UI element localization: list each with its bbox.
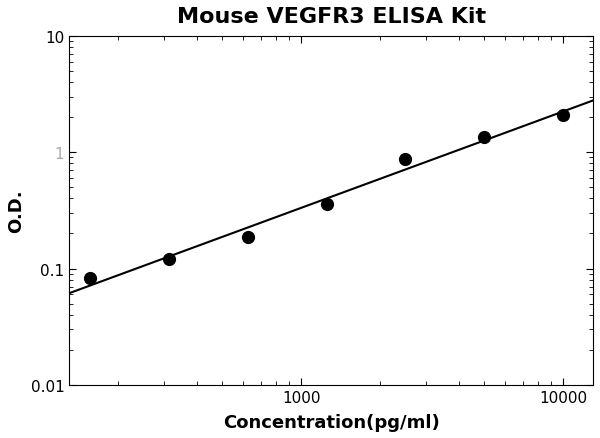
Title: Mouse VEGFR3 ELISA Kit: Mouse VEGFR3 ELISA Kit [176, 7, 485, 27]
Y-axis label: O.D.: O.D. [7, 189, 25, 233]
X-axis label: Concentration(pg/ml): Concentration(pg/ml) [223, 413, 439, 431]
Point [401, 156, 410, 163]
Point [164, 256, 173, 263]
Point [322, 201, 331, 208]
Point [479, 134, 489, 141]
Point [559, 112, 568, 119]
Point [243, 234, 253, 241]
Point [85, 275, 95, 282]
